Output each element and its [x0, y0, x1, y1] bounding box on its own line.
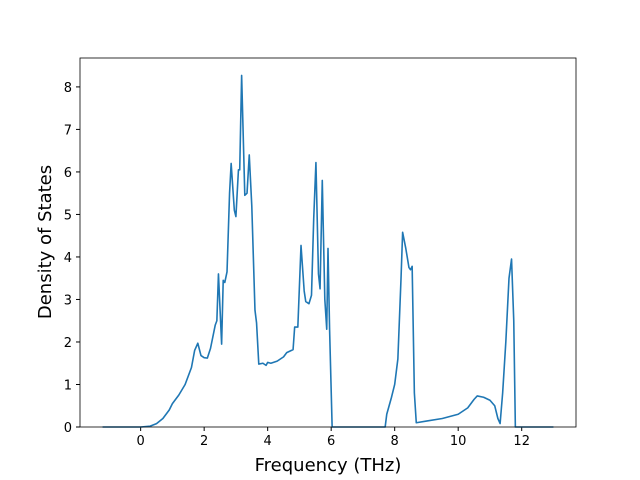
x-axis-label: Frequency (THz) — [255, 455, 402, 476]
plot-frame — [79, 57, 577, 428]
y-tick-label: 4 — [64, 251, 72, 266]
y-tick-label: 1 — [64, 378, 72, 393]
x-tick-label: 0 — [137, 434, 145, 449]
y-tick-label: 5 — [64, 208, 72, 223]
x-tick-label: 2 — [200, 434, 208, 449]
y-tick-label: 0 — [64, 421, 72, 436]
y-tick-label: 8 — [64, 81, 72, 96]
x-tick-label: 10 — [450, 434, 467, 449]
x-tick-label: 6 — [327, 434, 335, 449]
x-tick-label: 12 — [513, 434, 530, 449]
line — [102, 74, 554, 428]
y-tick-label: 2 — [64, 336, 72, 351]
x-tick-label: 4 — [264, 434, 272, 449]
y-tick-label: 6 — [64, 166, 72, 181]
x-tick-label: 8 — [391, 434, 399, 449]
y-axis-label: Density of States — [35, 165, 56, 319]
y-tick-label: 3 — [64, 293, 72, 308]
y-tick-label: 7 — [64, 123, 72, 138]
